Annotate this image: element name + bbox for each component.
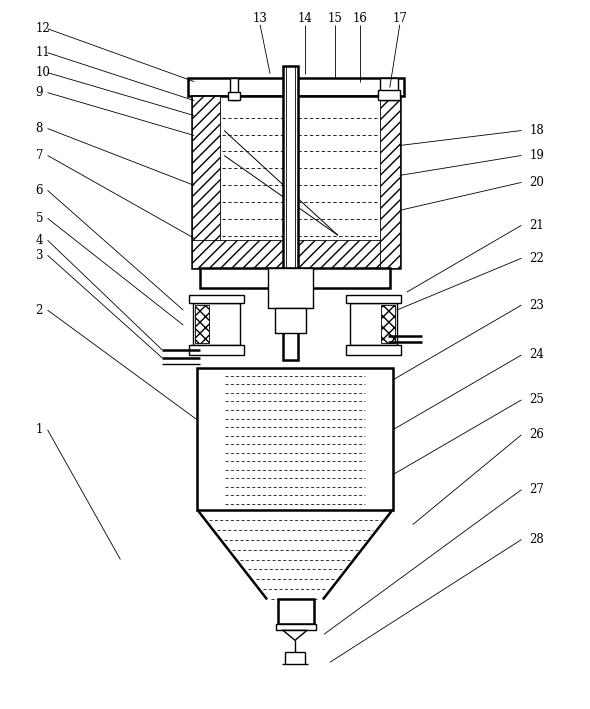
Circle shape [202, 369, 224, 391]
Circle shape [366, 435, 388, 457]
Circle shape [366, 486, 388, 508]
Bar [268, 268, 313, 308]
Text: 27: 27 [529, 483, 545, 496]
Bar [194, 303, 240, 345]
Circle shape [366, 408, 388, 430]
Bar [189, 345, 244, 355]
Text: 12: 12 [35, 22, 50, 35]
Bar [197, 368, 393, 510]
Text: 21: 21 [529, 219, 544, 232]
Text: 23: 23 [529, 298, 545, 312]
Circle shape [262, 81, 274, 93]
Circle shape [202, 408, 224, 430]
Bar [350, 303, 396, 345]
Bar [346, 345, 401, 355]
Bar [195, 305, 209, 343]
Bar [189, 295, 244, 303]
Text: 28: 28 [529, 533, 544, 546]
Bar [192, 96, 400, 268]
Bar [380, 78, 398, 99]
Bar [378, 89, 400, 99]
Text: 24: 24 [529, 349, 545, 362]
Bar [230, 78, 238, 99]
Bar [381, 305, 395, 343]
Text: 19: 19 [529, 149, 545, 162]
Circle shape [366, 461, 388, 483]
Text: 22: 22 [529, 252, 544, 264]
Text: 6: 6 [35, 184, 43, 197]
Bar [380, 96, 400, 268]
Bar [283, 66, 298, 360]
Text: 16: 16 [352, 12, 368, 26]
Circle shape [366, 421, 388, 443]
Bar [275, 308, 306, 333]
Bar [192, 96, 220, 268]
Circle shape [366, 447, 388, 469]
Text: 7: 7 [35, 149, 43, 162]
Text: 8: 8 [35, 122, 43, 135]
Text: 18: 18 [529, 124, 544, 137]
Bar [276, 625, 316, 630]
Bar [188, 78, 404, 96]
Circle shape [202, 486, 224, 508]
Bar [228, 91, 240, 99]
Circle shape [366, 395, 388, 417]
Circle shape [366, 474, 388, 496]
Bar [200, 268, 390, 288]
Text: 13: 13 [253, 12, 267, 26]
Text: 17: 17 [392, 12, 407, 26]
Text: 15: 15 [327, 12, 342, 26]
Text: 4: 4 [35, 234, 43, 247]
Circle shape [202, 461, 224, 483]
Text: 9: 9 [35, 86, 43, 99]
Text: 25: 25 [529, 393, 545, 406]
Circle shape [366, 369, 388, 391]
Circle shape [202, 435, 224, 457]
Circle shape [366, 382, 388, 404]
Text: 11: 11 [35, 46, 50, 60]
Text: 1: 1 [35, 423, 43, 436]
Text: 10: 10 [35, 66, 51, 79]
Text: 2: 2 [35, 303, 43, 317]
Circle shape [202, 421, 224, 443]
Circle shape [202, 474, 224, 496]
Text: 26: 26 [529, 428, 545, 441]
Text: 3: 3 [35, 249, 43, 262]
Text: 20: 20 [529, 176, 545, 189]
Text: 5: 5 [35, 212, 43, 225]
Circle shape [202, 382, 224, 404]
Bar [346, 295, 401, 303]
Circle shape [202, 447, 224, 469]
Text: 14: 14 [297, 12, 313, 26]
Circle shape [202, 395, 224, 417]
Bar [192, 240, 400, 268]
Bar [278, 599, 314, 625]
